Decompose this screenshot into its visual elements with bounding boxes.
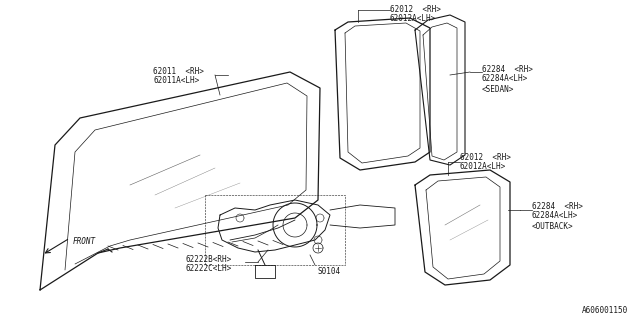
- Text: 62222C<LH>: 62222C<LH>: [185, 264, 231, 273]
- Text: FRONT: FRONT: [73, 236, 96, 245]
- Text: 62284A<LH>: 62284A<LH>: [532, 211, 579, 220]
- Text: 62012A<LH>: 62012A<LH>: [390, 14, 436, 23]
- Text: 62011A<LH>: 62011A<LH>: [153, 76, 199, 85]
- Text: <OUTBACK>: <OUTBACK>: [532, 222, 573, 231]
- Text: 62012  <RH>: 62012 <RH>: [390, 5, 441, 14]
- Text: S0104: S0104: [317, 267, 340, 276]
- Text: 62284A<LH>: 62284A<LH>: [482, 74, 528, 83]
- Text: A606001150: A606001150: [582, 306, 628, 315]
- Text: 62222B<RH>: 62222B<RH>: [185, 255, 231, 264]
- Text: 62011  <RH>: 62011 <RH>: [153, 67, 204, 76]
- Text: 62284  <RH>: 62284 <RH>: [532, 202, 583, 211]
- Text: <SEDAN>: <SEDAN>: [482, 85, 515, 94]
- Text: 62284  <RH>: 62284 <RH>: [482, 65, 533, 74]
- Text: 62012A<LH>: 62012A<LH>: [460, 162, 506, 171]
- Text: 62012  <RH>: 62012 <RH>: [460, 153, 511, 162]
